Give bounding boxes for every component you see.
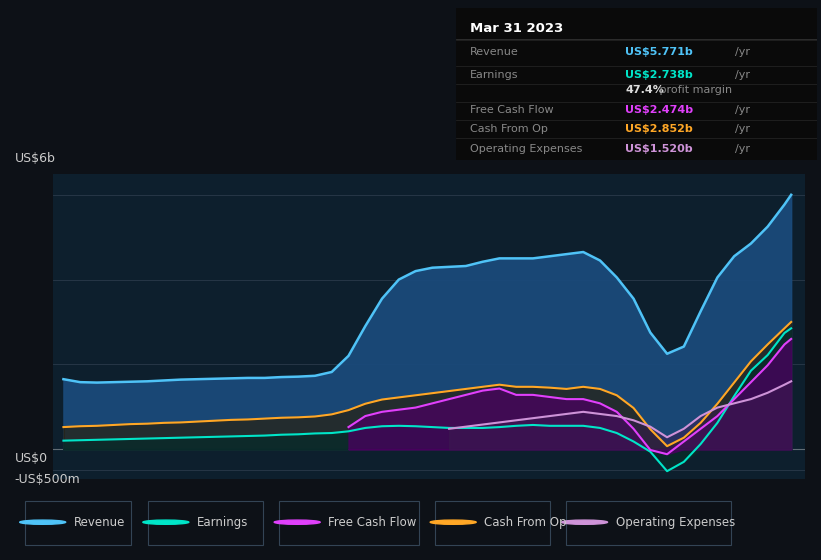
Circle shape xyxy=(20,520,66,524)
Circle shape xyxy=(274,520,320,524)
Text: profit margin: profit margin xyxy=(656,85,732,95)
Text: Operating Expenses: Operating Expenses xyxy=(470,144,582,154)
Text: /yr: /yr xyxy=(735,47,750,57)
Circle shape xyxy=(430,520,476,524)
Text: Earnings: Earnings xyxy=(470,70,519,80)
Text: Revenue: Revenue xyxy=(74,516,126,529)
Text: Mar 31 2023: Mar 31 2023 xyxy=(470,22,563,35)
Text: Free Cash Flow: Free Cash Flow xyxy=(328,516,417,529)
Circle shape xyxy=(562,520,608,524)
Text: -US$500m: -US$500m xyxy=(15,473,80,486)
Text: Operating Expenses: Operating Expenses xyxy=(616,516,735,529)
Text: US$2.852b: US$2.852b xyxy=(626,124,693,134)
Text: US$1.520b: US$1.520b xyxy=(626,144,693,154)
Text: /yr: /yr xyxy=(735,144,750,154)
Circle shape xyxy=(143,520,189,524)
Text: Revenue: Revenue xyxy=(470,47,519,57)
Text: 47.4%: 47.4% xyxy=(626,85,664,95)
Text: Earnings: Earnings xyxy=(197,516,249,529)
Text: US$5.771b: US$5.771b xyxy=(626,47,693,57)
Text: US$0: US$0 xyxy=(15,452,48,465)
Text: Free Cash Flow: Free Cash Flow xyxy=(470,105,553,115)
Text: US$2.474b: US$2.474b xyxy=(626,105,694,115)
Text: /yr: /yr xyxy=(735,105,750,115)
Text: US$6b: US$6b xyxy=(15,152,56,165)
Text: Cash From Op: Cash From Op xyxy=(484,516,566,529)
Text: Cash From Op: Cash From Op xyxy=(470,124,548,134)
Text: /yr: /yr xyxy=(735,124,750,134)
Text: /yr: /yr xyxy=(735,70,750,80)
Text: US$2.738b: US$2.738b xyxy=(626,70,693,80)
